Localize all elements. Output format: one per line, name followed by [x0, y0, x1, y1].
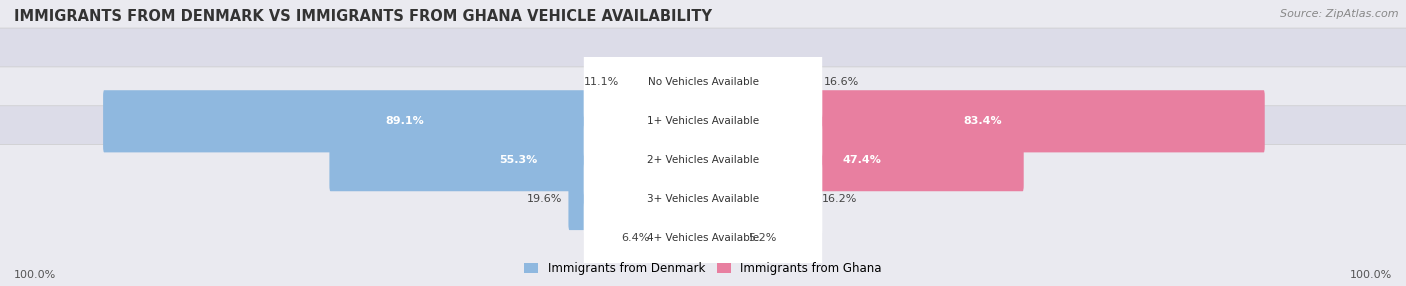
Legend: Immigrants from Denmark, Immigrants from Ghana: Immigrants from Denmark, Immigrants from…	[519, 258, 887, 280]
Text: Source: ZipAtlas.com: Source: ZipAtlas.com	[1281, 9, 1399, 19]
FancyBboxPatch shape	[626, 51, 706, 114]
FancyBboxPatch shape	[0, 0, 1406, 176]
Text: 4+ Vehicles Available: 4+ Vehicles Available	[647, 233, 759, 243]
FancyBboxPatch shape	[0, 145, 1406, 286]
FancyBboxPatch shape	[568, 168, 706, 230]
Text: 2+ Vehicles Available: 2+ Vehicles Available	[647, 155, 759, 165]
FancyBboxPatch shape	[700, 129, 1024, 191]
Text: 16.6%: 16.6%	[824, 78, 859, 88]
Text: IMMIGRANTS FROM DENMARK VS IMMIGRANTS FROM GHANA VEHICLE AVAILABILITY: IMMIGRANTS FROM DENMARK VS IMMIGRANTS FR…	[14, 9, 711, 23]
FancyBboxPatch shape	[583, 199, 823, 276]
FancyBboxPatch shape	[700, 168, 815, 230]
Text: No Vehicles Available: No Vehicles Available	[648, 78, 758, 88]
FancyBboxPatch shape	[583, 44, 823, 121]
Text: 100.0%: 100.0%	[1350, 270, 1392, 279]
FancyBboxPatch shape	[657, 207, 706, 269]
FancyBboxPatch shape	[700, 207, 741, 269]
Text: 83.4%: 83.4%	[963, 116, 1001, 126]
Text: 16.2%: 16.2%	[821, 194, 856, 204]
Text: 6.4%: 6.4%	[621, 233, 650, 243]
Text: 19.6%: 19.6%	[526, 194, 562, 204]
Text: 11.1%: 11.1%	[583, 78, 619, 88]
Text: 47.4%: 47.4%	[842, 155, 882, 165]
Text: 3+ Vehicles Available: 3+ Vehicles Available	[647, 194, 759, 204]
FancyBboxPatch shape	[583, 160, 823, 237]
FancyBboxPatch shape	[0, 67, 1406, 253]
FancyBboxPatch shape	[700, 90, 1265, 152]
FancyBboxPatch shape	[329, 129, 706, 191]
FancyBboxPatch shape	[0, 28, 1406, 214]
FancyBboxPatch shape	[103, 90, 706, 152]
Text: 55.3%: 55.3%	[499, 155, 537, 165]
Text: 5.2%: 5.2%	[748, 233, 776, 243]
FancyBboxPatch shape	[583, 122, 823, 198]
FancyBboxPatch shape	[583, 83, 823, 160]
FancyBboxPatch shape	[0, 106, 1406, 286]
FancyBboxPatch shape	[700, 51, 817, 114]
Text: 100.0%: 100.0%	[14, 270, 56, 279]
Text: 1+ Vehicles Available: 1+ Vehicles Available	[647, 116, 759, 126]
Text: 89.1%: 89.1%	[385, 116, 425, 126]
